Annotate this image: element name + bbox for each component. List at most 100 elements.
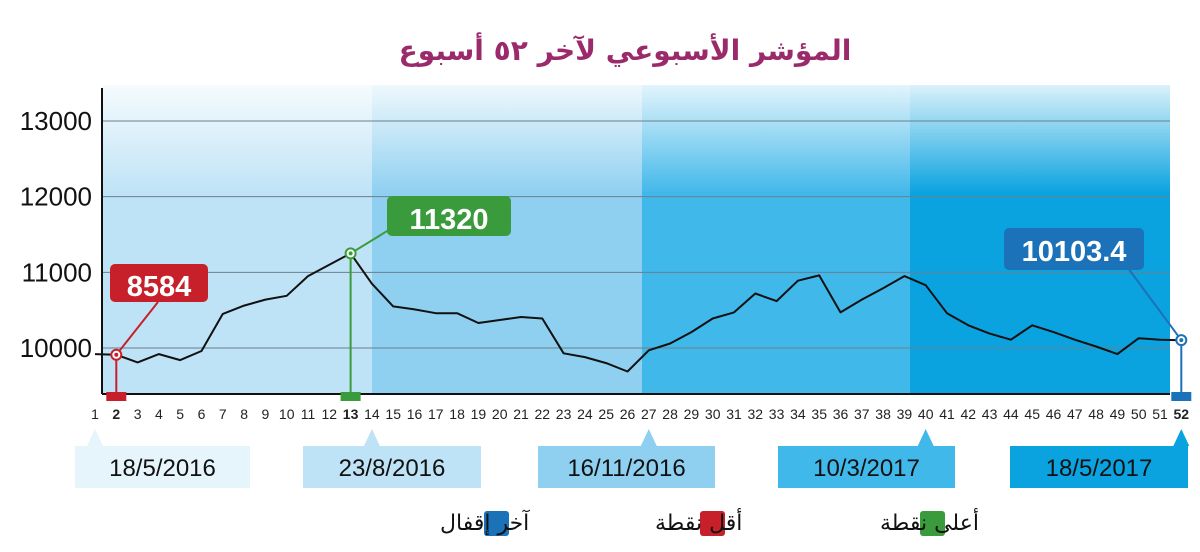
chart-title: المؤشر الأسبوعي لآخر ٥٢ أسبوع xyxy=(399,32,852,67)
date-marker-label: 23/8/2016 xyxy=(339,455,446,482)
x-tick-label: 5 xyxy=(176,406,184,422)
x-tick-label: 28 xyxy=(662,406,678,422)
x-tick-label: 30 xyxy=(705,406,721,422)
date-marker-label: 16/11/2016 xyxy=(567,455,685,482)
date-marker-box xyxy=(75,446,250,488)
x-tick-label: 4 xyxy=(155,406,163,422)
x-tick-label: 16 xyxy=(407,406,423,422)
x-tick-label: 27 xyxy=(641,406,657,422)
annotation-point-dot xyxy=(348,251,353,256)
x-tick-label: 26 xyxy=(620,406,636,422)
date-marker-box xyxy=(303,446,481,488)
x-tick-label: 44 xyxy=(1003,406,1019,422)
x-tick-label: 13 xyxy=(343,406,359,422)
annotation-axis-marker xyxy=(1171,392,1192,401)
x-tick-label: 51 xyxy=(1152,406,1168,422)
x-tick-label: 15 xyxy=(385,406,401,422)
x-tick-label: 20 xyxy=(492,406,508,422)
x-tick-label: 24 xyxy=(577,406,593,422)
date-marker-label: 10/3/2017 xyxy=(813,455,920,482)
legend: آخر إقفال أقل نقطة أعلى نقطة xyxy=(440,508,979,536)
annotation-leader xyxy=(115,301,159,356)
x-axis: 1 2 3 4 5 6 7 8 9 10 11 12 13 14 15 16 17 18 19 20 21 22 23 24 2… xyxy=(91,406,1189,422)
x-tick-label: 52 xyxy=(1174,406,1190,422)
annotation-leader xyxy=(1127,267,1183,341)
annotations: 8584 11320 10103.4 xyxy=(106,196,1192,401)
x-tick-label: 46 xyxy=(1046,406,1062,422)
annotation-label: 11320 xyxy=(409,204,488,236)
x-tick-label: 25 xyxy=(598,406,614,422)
x-tick-label: 36 xyxy=(833,406,849,422)
x-tick-label: 17 xyxy=(428,406,444,422)
x-tick-label: 21 xyxy=(513,406,529,422)
x-tick-label: 12 xyxy=(322,406,338,422)
annotation-point-dot xyxy=(1179,338,1184,343)
x-tick-label: 47 xyxy=(1067,406,1083,422)
annotation-point-dot xyxy=(114,352,119,357)
x-tick-label: 18 xyxy=(449,406,465,422)
x-tick-label: 43 xyxy=(982,406,998,422)
date-marker-arrow xyxy=(1173,429,1190,446)
y-axis: 10000 11000 12000 13000 xyxy=(20,88,1170,395)
x-tick-label: 1 xyxy=(91,406,99,422)
x-tick-label: 39 xyxy=(897,406,913,422)
x-tick-label: 8 xyxy=(240,406,248,422)
legend-swatch xyxy=(920,511,945,536)
legend-label: آخر إقفال xyxy=(440,509,530,536)
date-marker-box xyxy=(538,446,715,488)
x-tick-label: 29 xyxy=(684,406,700,422)
date-marker-arrow xyxy=(640,429,657,446)
x-tick-label: 31 xyxy=(726,406,742,422)
x-tick-label: 37 xyxy=(854,406,870,422)
x-tick-label: 10 xyxy=(279,406,295,422)
index-series xyxy=(94,252,1182,373)
date-marker-box xyxy=(1010,446,1188,488)
x-tick-label: 14 xyxy=(364,406,380,422)
x-tick-label: 50 xyxy=(1131,406,1147,422)
date-marker-box xyxy=(778,446,955,488)
x-tick-label: 35 xyxy=(811,406,827,422)
date-marker-arrow xyxy=(363,429,380,446)
x-tick-label: 49 xyxy=(1110,406,1126,422)
date-marker-arrow xyxy=(917,429,934,446)
series-line xyxy=(94,252,1182,373)
x-tick-label: 2 xyxy=(112,406,120,422)
date-marker-label: 18/5/2017 xyxy=(1046,455,1153,482)
legend-label: أقل نقطة xyxy=(655,508,742,536)
x-tick-label: 32 xyxy=(748,406,764,422)
x-tick-label: 9 xyxy=(262,406,270,422)
annotation-box xyxy=(387,196,511,236)
annotation-leader xyxy=(350,227,393,255)
x-tick-label: 45 xyxy=(1024,406,1040,422)
x-tick-label: 38 xyxy=(875,406,891,422)
x-tick-label: 3 xyxy=(134,406,142,422)
x-tick-label: 19 xyxy=(471,406,487,422)
annotation-axis-marker xyxy=(106,392,127,401)
x-tick-label: 7 xyxy=(219,406,227,422)
x-tick-label: 41 xyxy=(939,406,955,422)
x-tick-label: 22 xyxy=(535,406,551,422)
date-marker-arrow xyxy=(87,429,103,446)
gridlines xyxy=(102,120,1170,349)
y-tick-label: 13000 xyxy=(20,106,92,136)
x-tick-label: 33 xyxy=(769,406,785,422)
x-tick-label: 42 xyxy=(961,406,977,422)
x-tick-label: 34 xyxy=(790,406,806,422)
annotation-box xyxy=(110,264,208,302)
legend-swatch xyxy=(484,511,509,536)
x-tick-label: 40 xyxy=(918,406,934,422)
legend-label: أعلى نقطة xyxy=(880,508,979,536)
x-tick-label: 48 xyxy=(1088,406,1104,422)
annotation-label: 8584 xyxy=(127,271,192,303)
y-tick-label: 12000 xyxy=(20,182,92,212)
annotation-label: 10103.4 xyxy=(1022,236,1127,268)
legend-swatch xyxy=(700,511,725,536)
x-tick-label: 23 xyxy=(556,406,572,422)
x-tick-label: 6 xyxy=(198,406,206,422)
date-marker-label: 18/5/2016 xyxy=(109,455,216,482)
annotation-axis-marker xyxy=(340,392,361,401)
y-tick-label: 11000 xyxy=(22,257,92,287)
y-tick-label: 10000 xyxy=(20,333,92,363)
annotation-box xyxy=(1004,228,1144,270)
